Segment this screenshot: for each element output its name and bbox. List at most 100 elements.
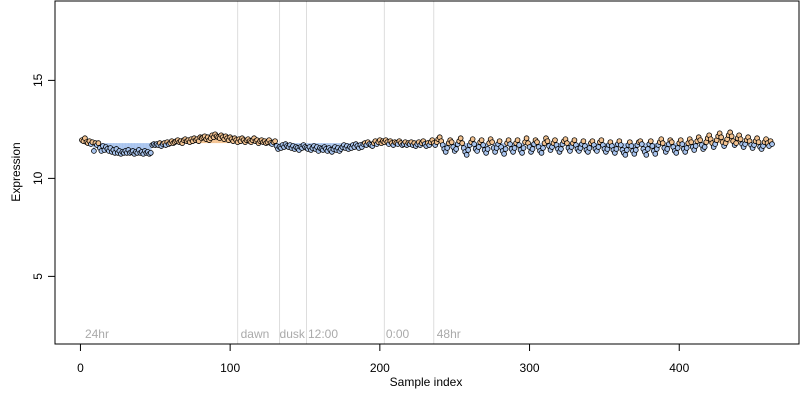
x-tick-label: 100 [220, 361, 240, 375]
data-point [692, 143, 699, 149]
data-point [649, 143, 656, 149]
annotation-label: dusk [280, 327, 306, 341]
data-point [564, 140, 570, 146]
data-point [718, 134, 724, 141]
data-point [544, 138, 551, 144]
baseline-bar [150, 143, 152, 153]
y-axis-title: Expression [9, 142, 23, 201]
data-point [679, 141, 686, 147]
data-point [507, 141, 513, 147]
data-point [769, 141, 775, 147]
y-tick-label: 10 [31, 171, 45, 185]
data-point [465, 147, 471, 153]
baseline-bar [133, 143, 136, 154]
annotation-label: dawn [241, 327, 270, 341]
data-point [538, 150, 545, 156]
data-point [643, 152, 650, 158]
data-point [664, 146, 671, 152]
data-point [484, 146, 491, 152]
data-point [595, 144, 602, 150]
data-point [91, 148, 97, 154]
plot-frame [54, 0, 800, 345]
data-point [463, 152, 470, 158]
baseline-bar [148, 143, 151, 154]
data-point [633, 147, 639, 153]
baseline-bar [120, 143, 122, 154]
data-point [514, 137, 521, 143]
data-point [448, 139, 455, 145]
data-point [516, 142, 522, 148]
data-point [511, 145, 518, 151]
baseline-bar [215, 136, 218, 144]
annotation-label: 12:00 [308, 327, 338, 341]
data-point [586, 145, 593, 151]
data-point [471, 141, 477, 147]
data-point [733, 140, 739, 146]
data-point [618, 142, 624, 148]
y-tick-label: 15 [31, 73, 45, 87]
data-point [529, 146, 536, 152]
data-point [728, 133, 735, 140]
data-point [644, 146, 651, 152]
data-point [673, 150, 680, 156]
data-point [453, 146, 459, 152]
baseline-bar [504, 143, 507, 149]
data-point [459, 140, 465, 146]
baseline-bar [142, 143, 145, 154]
data-point [580, 138, 587, 144]
data-point [668, 139, 675, 145]
data-point [478, 137, 485, 143]
data-point [457, 135, 464, 142]
x-axis-title: Sample index [390, 375, 463, 389]
data-point [520, 145, 527, 151]
data-point [502, 146, 509, 152]
y-tick-label: 5 [31, 273, 45, 280]
data-point [444, 145, 451, 151]
data-point [501, 151, 507, 157]
annotation-label: 0:00 [386, 327, 410, 341]
data-point [475, 144, 482, 150]
data-point [558, 146, 564, 152]
baseline-bar [121, 143, 124, 152]
data-point [523, 135, 530, 142]
data-point [701, 144, 708, 150]
data-point [613, 146, 620, 152]
data-point [598, 137, 605, 143]
x-tick-label: 0 [77, 361, 84, 375]
baseline-bar [130, 143, 133, 152]
baseline-bar [93, 143, 95, 151]
data-point [737, 136, 744, 142]
x-axis: 0 100 200 300 400 [77, 343, 690, 375]
annotation-label: 48hr [437, 327, 461, 341]
data-point [674, 145, 681, 151]
baseline-bar [127, 143, 130, 150]
x-tick-label: 300 [520, 361, 540, 375]
data-point [496, 138, 503, 144]
data-point [647, 138, 654, 144]
data-point [659, 140, 666, 146]
data-point [639, 141, 645, 147]
data-point [534, 139, 540, 145]
baseline-bar [141, 143, 143, 152]
annotation-label: 24hr [85, 327, 109, 341]
baseline-bar [147, 143, 149, 152]
baseline-bar [486, 143, 489, 149]
data-point [272, 138, 278, 144]
data-point [688, 139, 695, 145]
data-point [683, 145, 690, 151]
baseline-bar [144, 143, 146, 151]
baseline-bar [132, 143, 134, 151]
baseline-bar [118, 143, 121, 151]
vertical-phase-lines [237, 1, 435, 344]
x-tick-label: 200 [370, 361, 390, 375]
y-axis: 5 10 15 [31, 73, 56, 280]
data-point [652, 151, 659, 157]
baseline-bar [115, 143, 118, 149]
baseline-bar [212, 137, 215, 144]
x-tick-label: 400 [669, 361, 689, 375]
data-point [622, 152, 629, 158]
data-point [552, 137, 558, 143]
data-point [628, 143, 635, 149]
baseline-bar [145, 143, 148, 153]
